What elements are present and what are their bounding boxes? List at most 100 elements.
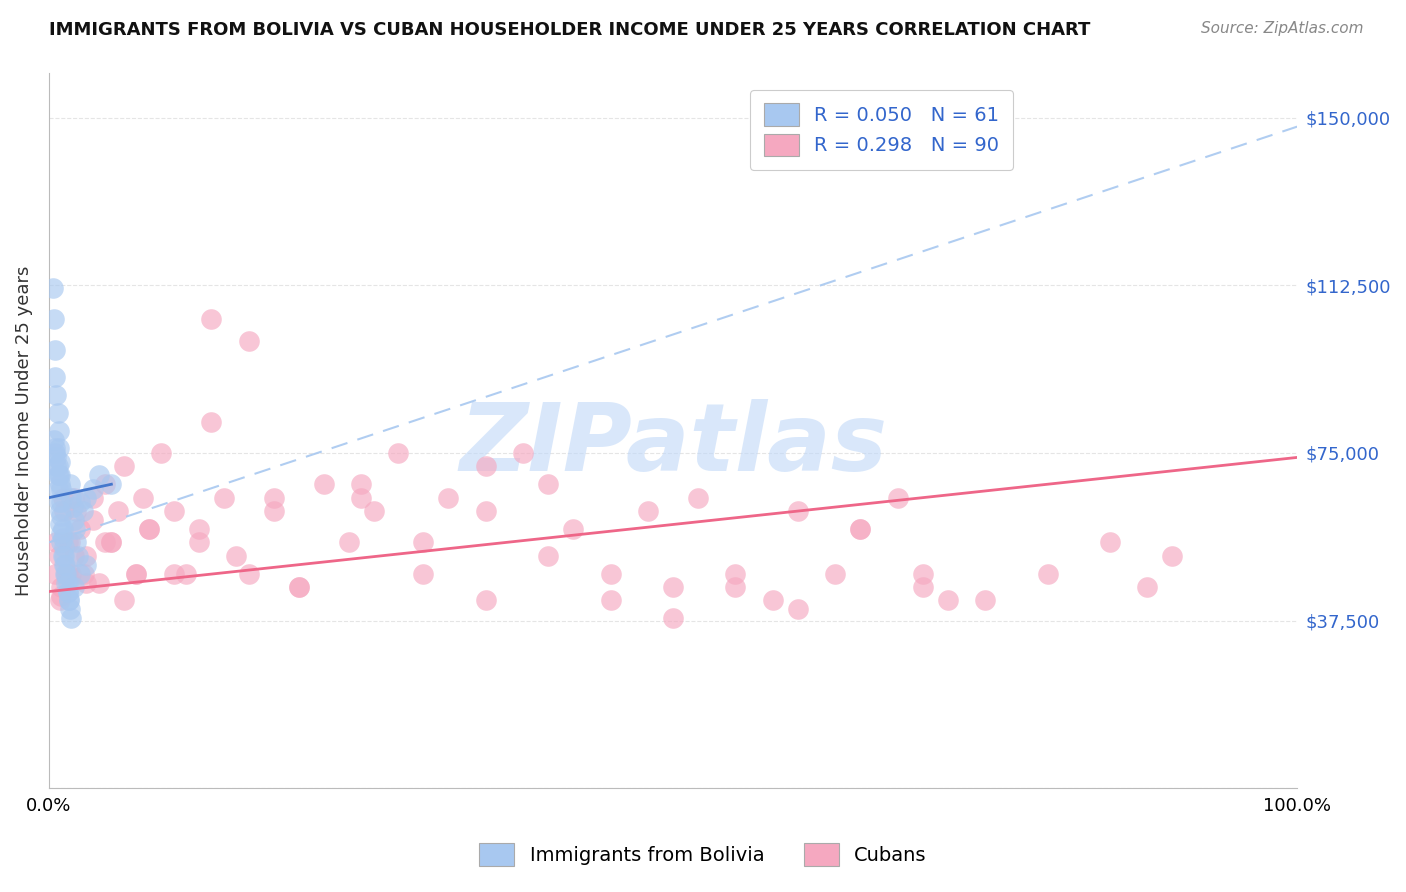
Point [55,575,77,590]
Point [55,566,77,581]
Point [475,459,498,474]
Point [56,584,79,599]
Point [263,491,285,505]
Point [131,491,153,505]
Point [63,491,86,505]
Point [936,593,959,607]
Point [911,566,934,581]
Point [44,370,66,384]
Point [786,602,808,616]
Point [150,446,173,460]
Point [887,491,910,505]
Point [44,343,66,358]
Point [60,491,83,505]
Point [42,311,65,326]
Point [337,535,360,549]
Point [350,491,373,505]
Point [437,491,460,505]
Point [63,522,86,536]
Point [75,575,97,590]
Point [46,406,69,420]
Point [82,482,104,496]
Point [662,580,685,594]
Point [238,566,260,581]
Point [56,535,79,549]
Point [51,508,73,523]
Point [475,593,498,607]
Point [1036,566,1059,581]
Point [662,611,685,625]
Text: Source: ZipAtlas.com: Source: ZipAtlas.com [1201,21,1364,36]
Point [65,504,87,518]
Point [94,477,117,491]
Point [48,549,70,563]
Point [45,388,67,402]
Point [138,522,160,536]
Point [44,566,66,581]
Point [49,517,72,532]
Point [112,593,135,607]
Point [59,477,82,491]
Point [46,482,69,496]
Point [312,477,335,491]
Point [412,566,434,581]
Point [42,433,65,447]
Point [238,334,260,349]
Point [163,504,186,518]
Point [138,522,160,536]
Point [75,491,97,505]
Point [537,549,560,563]
Point [45,535,67,549]
Point [1136,580,1159,594]
Point [75,558,97,572]
Point [52,531,75,545]
Point [212,491,235,505]
Point [200,311,222,326]
Point [49,504,72,518]
Point [49,593,72,607]
Point [686,491,709,505]
Text: ZIPatlas: ZIPatlas [458,399,887,491]
Point [48,442,70,456]
Point [100,535,122,549]
Point [49,455,72,469]
Point [46,459,69,474]
Point [51,580,73,594]
Point [1098,535,1121,549]
Point [51,495,73,509]
Point [58,593,80,607]
Point [66,549,89,563]
Point [163,566,186,581]
Point [350,477,373,491]
Point [48,495,70,509]
Point [52,558,75,572]
Point [65,535,87,549]
Point [45,450,67,465]
Point [53,558,76,572]
Point [263,504,285,518]
Y-axis label: Householder Income Under 25 years: Householder Income Under 25 years [15,266,32,596]
Point [762,593,785,607]
Point [59,535,82,549]
Point [100,535,122,549]
Point [52,522,75,536]
Point [512,446,534,460]
Point [49,468,72,483]
Point [174,566,197,581]
Point [107,504,129,518]
Point [44,446,66,460]
Point [599,566,621,581]
Point [100,477,122,491]
Point [69,522,91,536]
Point [537,477,560,491]
Point [52,549,75,563]
Point [200,415,222,429]
Point [62,500,84,514]
Point [51,482,73,496]
Point [56,566,79,581]
Point [287,580,309,594]
Point [63,549,86,563]
Point [52,540,75,554]
Point [73,566,96,581]
Point [75,549,97,563]
